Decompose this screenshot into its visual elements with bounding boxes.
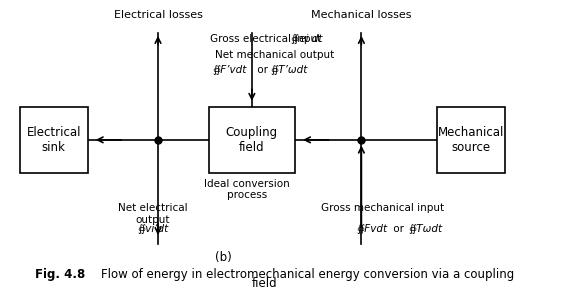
Text: or: or xyxy=(390,224,407,233)
Text: Net mechanical output: Net mechanical output xyxy=(216,50,335,60)
Text: Mechanical
source: Mechanical source xyxy=(438,126,504,154)
Text: Fig. 4.8: Fig. 4.8 xyxy=(35,268,86,281)
Bar xyxy=(20,107,88,173)
Text: Net electrical
output: Net electrical output xyxy=(118,203,188,225)
Text: Electrical
sink: Electrical sink xyxy=(27,126,81,154)
Text: Gross mechanical input: Gross mechanical input xyxy=(321,203,444,213)
Text: Mechanical losses: Mechanical losses xyxy=(311,10,412,20)
Text: (b): (b) xyxy=(215,251,232,264)
Bar xyxy=(437,107,505,173)
Text: ∯vi’dt: ∯vi’dt xyxy=(137,224,168,233)
Text: field: field xyxy=(252,277,277,290)
Text: Coupling
field: Coupling field xyxy=(226,126,278,154)
Text: Flow of energy in electromechanical energy conversion via a coupling: Flow of energy in electromechanical ener… xyxy=(101,268,514,281)
Text: Electrical losses: Electrical losses xyxy=(113,10,202,20)
Text: ∯ei dt: ∯ei dt xyxy=(291,34,323,45)
Bar xyxy=(209,107,295,173)
Text: ∯T’ωdt: ∯T’ωdt xyxy=(270,65,307,75)
Text: Gross electrical input: Gross electrical input xyxy=(210,34,325,45)
Text: ∯Tωdt: ∯Tωdt xyxy=(408,224,442,233)
Text: or: or xyxy=(254,65,272,75)
Text: ∯Fvdt: ∯Fvdt xyxy=(356,224,387,233)
Text: ∯F’vdt: ∯F’vdt xyxy=(213,65,247,75)
Text: Ideal conversion
process: Ideal conversion process xyxy=(204,179,290,200)
